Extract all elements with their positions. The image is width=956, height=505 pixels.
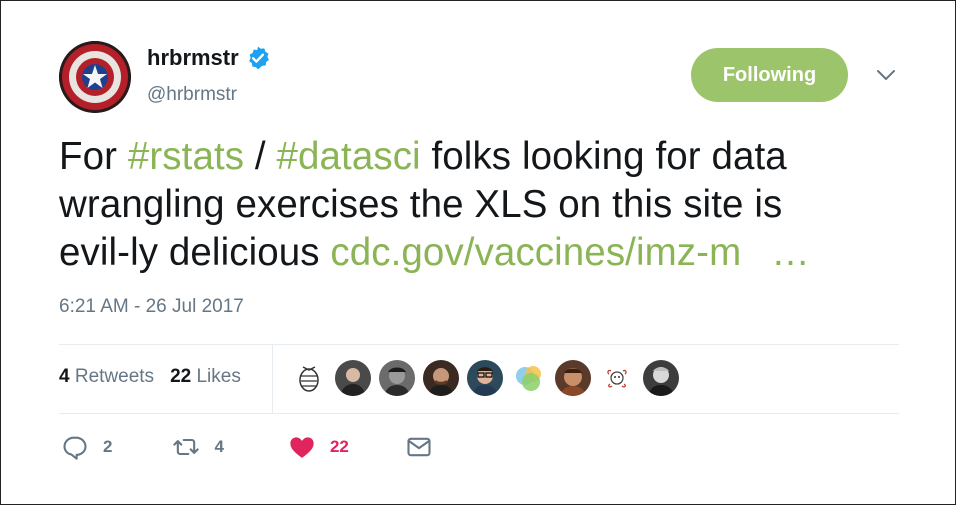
display-name[interactable]: hrbrmstr [147,45,239,70]
liker-avatar[interactable] [643,360,679,396]
tweet-text: For #rstats / #datasci folks looking for… [59,133,919,277]
tweet-line-1: For #rstats / #datasci folks looking for… [59,135,787,178]
tweet-line-2: wrangling exercises the XLS on this site… [59,183,783,226]
name-row: hrbrmstr [147,45,271,71]
following-button[interactable]: Following [691,48,848,102]
action-bar: 2 4 22 [61,433,433,461]
liker-avatar[interactable] [335,360,371,396]
reply-count: 2 [103,437,113,456]
retweets-stat[interactable]: 4 Retweets [59,366,155,387]
liker-avatars [291,360,679,396]
chevron-down-icon[interactable] [874,63,898,87]
tweet-line-3: evil-ly delicious cdc.gov/vaccines/imz-m… [59,231,810,274]
retweet-count: 4 [214,437,224,456]
link-ellipsis: … [771,231,810,274]
like-count: 22 [329,437,349,456]
reply-icon [63,436,87,460]
reply-button[interactable]: 2 [61,433,112,461]
liker-avatar[interactable] [555,360,591,396]
divider [59,344,899,345]
hashtag-datasci[interactable]: #datasci [276,135,421,178]
tweet-timestamp[interactable]: 6:21 AM - 26 Jul 2017 [59,296,244,317]
liker-avatar[interactable] [511,360,547,396]
liker-avatar[interactable] [423,360,459,396]
heart-icon [290,437,314,458]
shield-icon [59,41,131,113]
retweet-icon [173,438,200,456]
verified-badge-icon [248,46,269,70]
hashtag-rstats[interactable]: #rstats [127,135,245,178]
liker-avatar[interactable] [467,360,503,396]
envelope-icon [407,437,431,457]
direct-message-button[interactable] [405,433,433,461]
user-handle[interactable]: @hrbrmstr [147,84,238,105]
stats-divider [272,345,273,413]
likes-stat[interactable]: 22 Likes [170,366,241,387]
liker-avatar[interactable] [599,360,635,396]
liker-avatar[interactable] [291,360,327,396]
tweet-link[interactable]: cdc.gov/vaccines/imz-m [330,231,742,274]
engagement-stats: 4 Retweets 22 Likes [59,366,241,388]
divider [59,413,899,414]
avatar[interactable] [59,41,131,113]
retweet-button[interactable]: 4 [172,433,224,461]
like-button[interactable]: 22 [288,433,349,461]
liker-avatar[interactable] [379,360,415,396]
